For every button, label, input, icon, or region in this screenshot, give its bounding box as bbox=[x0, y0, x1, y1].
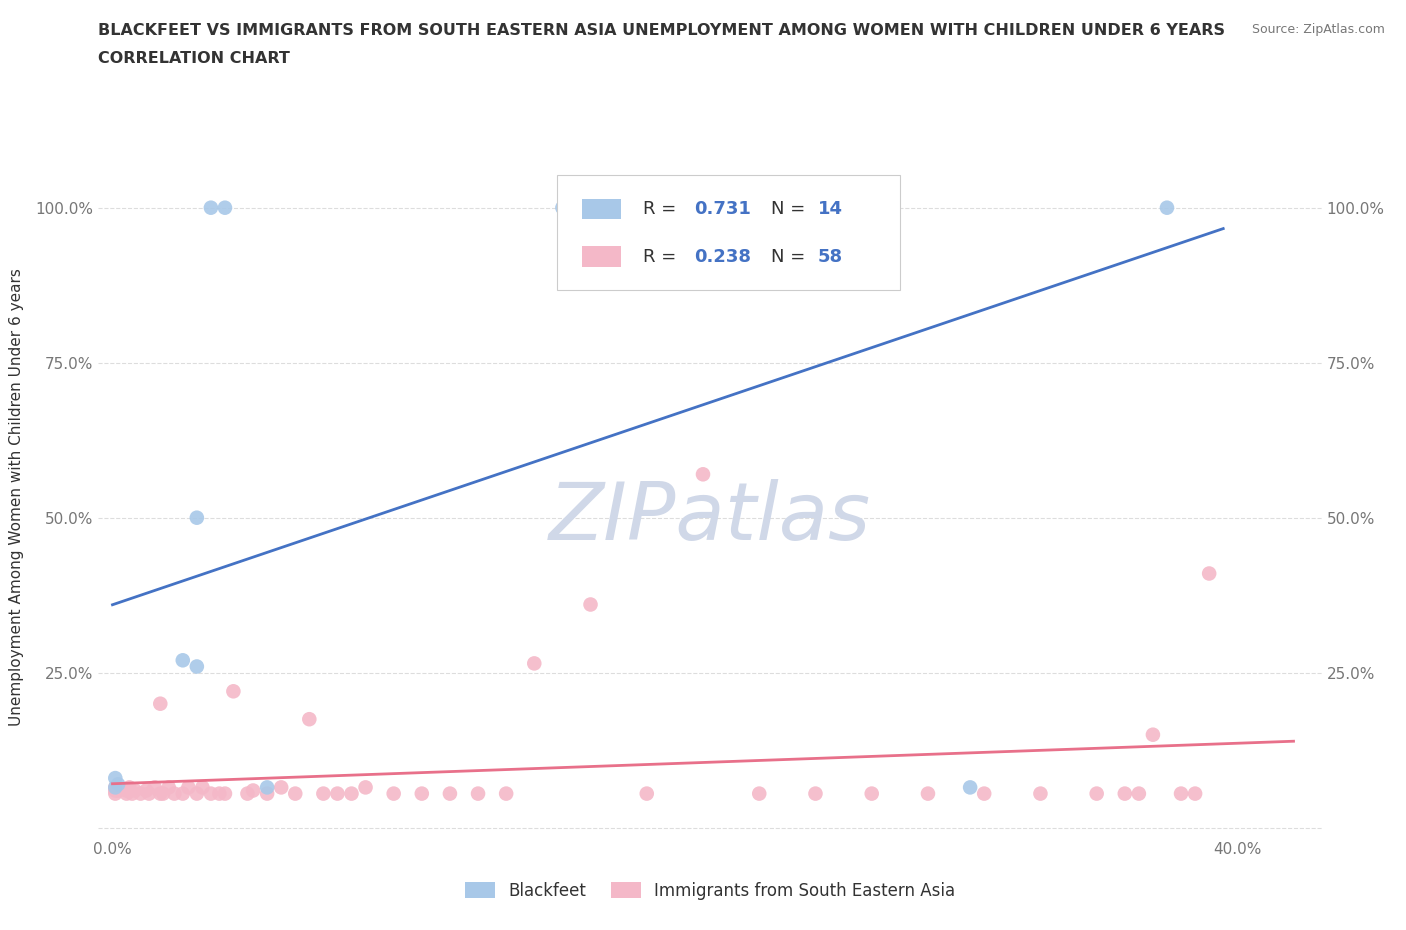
Point bbox=[256, 780, 278, 795]
Point bbox=[186, 786, 208, 801]
Point bbox=[107, 783, 129, 798]
FancyBboxPatch shape bbox=[582, 199, 620, 219]
Point bbox=[172, 653, 194, 668]
Point bbox=[129, 786, 152, 801]
Text: 0.238: 0.238 bbox=[695, 247, 751, 266]
Point bbox=[495, 786, 517, 801]
Point bbox=[115, 783, 138, 798]
Point bbox=[118, 780, 141, 795]
Text: N =: N = bbox=[772, 200, 811, 218]
Text: CORRELATION CHART: CORRELATION CHART bbox=[98, 51, 290, 66]
Point bbox=[214, 786, 236, 801]
Point bbox=[163, 786, 186, 801]
Text: R =: R = bbox=[643, 200, 682, 218]
Text: N =: N = bbox=[772, 247, 811, 266]
Text: 14: 14 bbox=[818, 200, 842, 218]
Point bbox=[208, 786, 231, 801]
Point bbox=[177, 780, 200, 795]
Point bbox=[214, 200, 236, 215]
Point bbox=[104, 771, 127, 786]
Point bbox=[236, 786, 259, 801]
Point bbox=[222, 684, 245, 698]
Point bbox=[172, 786, 194, 801]
Point bbox=[917, 786, 939, 801]
Legend: Blackfeet, Immigrants from South Eastern Asia: Blackfeet, Immigrants from South Eastern… bbox=[458, 875, 962, 907]
Point bbox=[298, 711, 321, 726]
FancyBboxPatch shape bbox=[557, 175, 900, 290]
Point bbox=[256, 786, 278, 801]
Point bbox=[104, 783, 127, 798]
Point bbox=[1156, 200, 1178, 215]
Point bbox=[326, 786, 349, 801]
Point bbox=[149, 697, 172, 711]
Point bbox=[959, 780, 981, 795]
Point bbox=[636, 786, 658, 801]
Point bbox=[107, 777, 129, 791]
Point bbox=[1170, 786, 1192, 801]
Point bbox=[270, 780, 292, 795]
Point bbox=[411, 786, 433, 801]
Text: 58: 58 bbox=[818, 247, 842, 266]
Point bbox=[157, 780, 180, 795]
Point bbox=[186, 659, 208, 674]
Point bbox=[1085, 786, 1108, 801]
FancyBboxPatch shape bbox=[582, 246, 620, 267]
Point bbox=[312, 786, 335, 801]
Text: ZIPatlas: ZIPatlas bbox=[548, 479, 872, 557]
Point bbox=[439, 786, 461, 801]
Point bbox=[1142, 727, 1164, 742]
Point bbox=[1184, 786, 1206, 801]
Point bbox=[149, 786, 172, 801]
Text: R =: R = bbox=[643, 247, 682, 266]
Text: Source: ZipAtlas.com: Source: ZipAtlas.com bbox=[1251, 23, 1385, 36]
Point bbox=[467, 786, 489, 801]
Point bbox=[846, 200, 869, 215]
Point bbox=[692, 467, 714, 482]
Point bbox=[115, 786, 138, 801]
Point bbox=[104, 786, 127, 801]
Point bbox=[200, 200, 222, 215]
Point bbox=[579, 597, 602, 612]
Point bbox=[1128, 786, 1150, 801]
Y-axis label: Unemployment Among Women with Children Under 6 years: Unemployment Among Women with Children U… bbox=[10, 269, 24, 726]
Point bbox=[551, 200, 574, 215]
Point bbox=[664, 200, 686, 215]
Point bbox=[1198, 566, 1220, 581]
Point bbox=[200, 786, 222, 801]
Point bbox=[973, 786, 995, 801]
Point bbox=[804, 786, 827, 801]
Point bbox=[382, 786, 405, 801]
Point bbox=[242, 783, 264, 798]
Text: 0.731: 0.731 bbox=[695, 200, 751, 218]
Point bbox=[1029, 786, 1052, 801]
Point bbox=[354, 780, 377, 795]
Point bbox=[138, 786, 160, 801]
Point bbox=[124, 783, 146, 798]
Point bbox=[152, 786, 174, 801]
Text: BLACKFEET VS IMMIGRANTS FROM SOUTH EASTERN ASIA UNEMPLOYMENT AMONG WOMEN WITH CH: BLACKFEET VS IMMIGRANTS FROM SOUTH EASTE… bbox=[98, 23, 1226, 38]
Point bbox=[284, 786, 307, 801]
Point bbox=[1114, 786, 1136, 801]
Point bbox=[523, 656, 546, 671]
Point bbox=[104, 780, 127, 795]
Point bbox=[748, 786, 770, 801]
Point bbox=[191, 780, 214, 795]
Point bbox=[143, 780, 166, 795]
Point bbox=[186, 511, 208, 525]
Point bbox=[121, 786, 143, 801]
Point bbox=[340, 786, 363, 801]
Point bbox=[860, 786, 883, 801]
Point bbox=[104, 780, 127, 795]
Point bbox=[135, 783, 157, 798]
